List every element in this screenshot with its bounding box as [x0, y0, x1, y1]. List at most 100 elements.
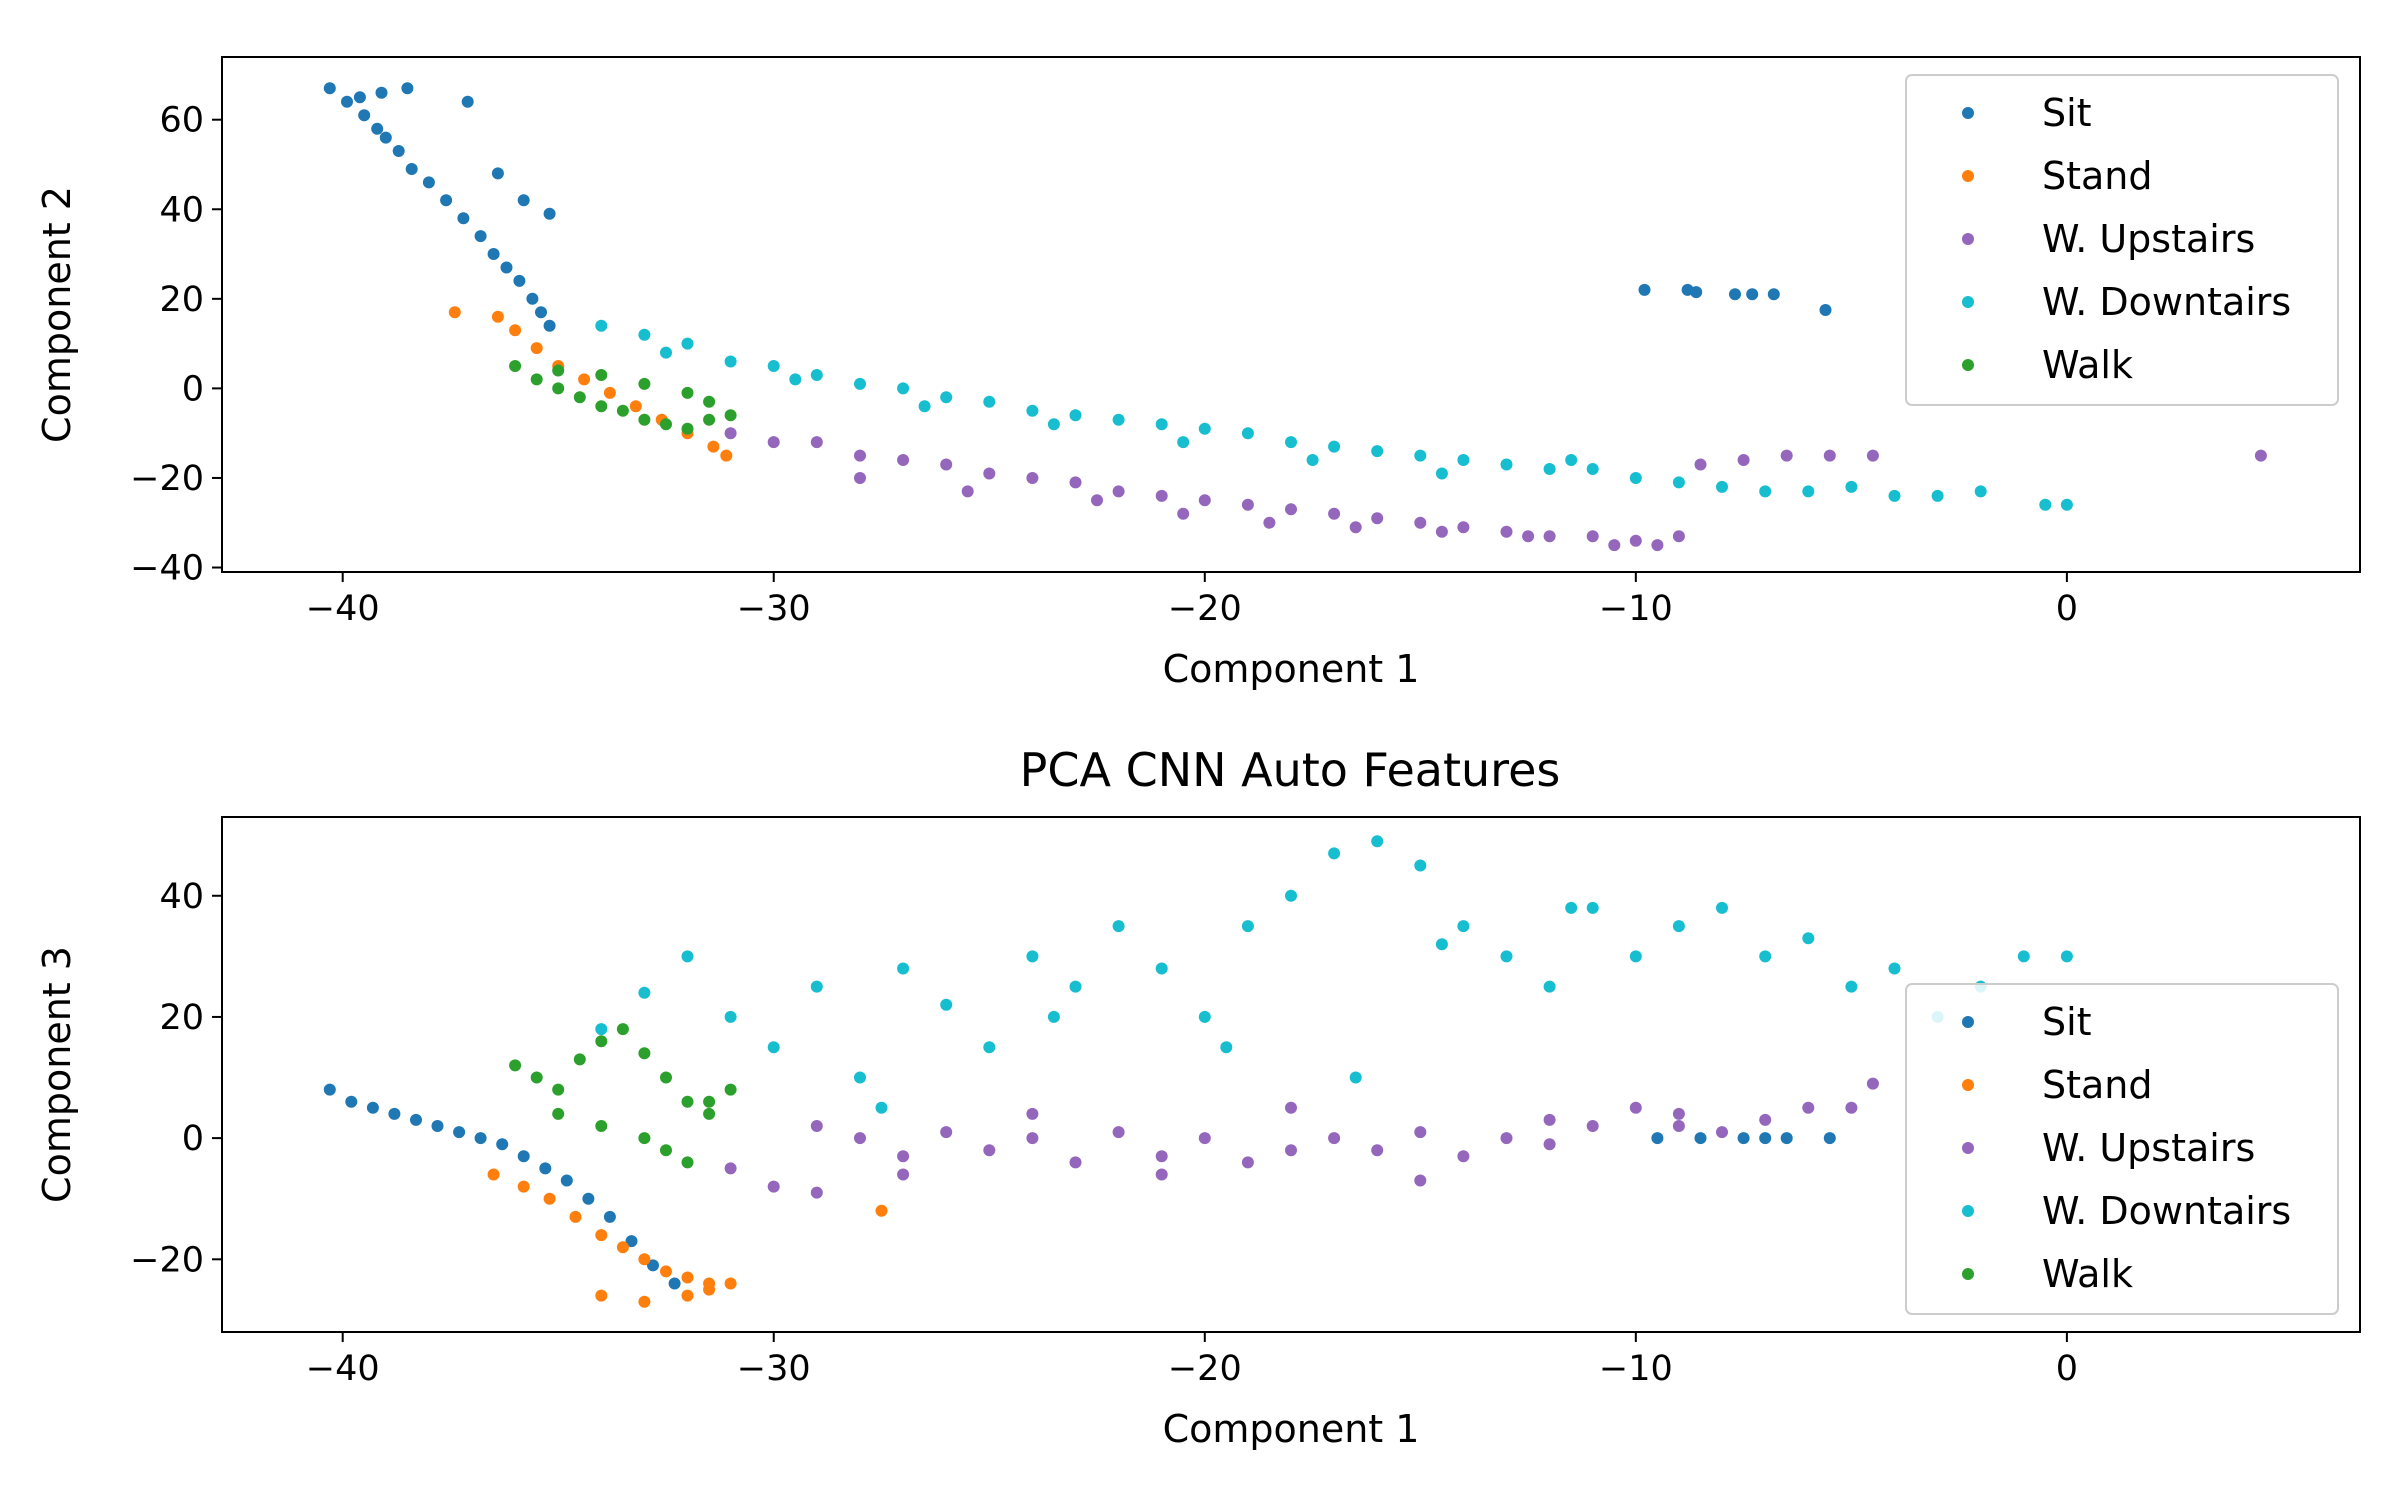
scatter-point [379, 131, 392, 144]
x-tick-label: −10 [1599, 589, 1673, 629]
scatter-point [513, 274, 526, 287]
scatter-point [1155, 1168, 1168, 1181]
scatter-point [509, 360, 522, 372]
scatter-point [789, 373, 802, 386]
scatter-point [595, 1229, 608, 1242]
scatter-point [1823, 449, 1836, 462]
scatter-point [940, 998, 953, 1011]
plot-frame [221, 56, 2361, 573]
scatter-point [491, 167, 504, 180]
legend-marker [1962, 1079, 1974, 1091]
scatter-point [1371, 512, 1384, 525]
scatter-point [1823, 1132, 1836, 1145]
scatter-point [1629, 1101, 1642, 1114]
y-axis-label: Component 2 [35, 186, 79, 443]
scatter-point [595, 369, 608, 381]
scatter-point [440, 194, 453, 207]
scatter-point [1802, 932, 1815, 945]
scatter-point [431, 1120, 444, 1132]
scatter-point [2254, 449, 2267, 462]
scatter-point [543, 207, 556, 220]
scatter-point [1543, 1113, 1556, 1126]
scatter-point [595, 1023, 608, 1036]
scatter-point [703, 1107, 716, 1120]
scatter-point [1198, 494, 1211, 507]
figure-title: PCA CNN Auto Features [1020, 743, 1561, 797]
x-tick-label: −20 [1168, 1349, 1242, 1389]
scatter-point [1155, 1150, 1168, 1163]
scatter-point [375, 86, 388, 99]
y-tick-label: 0 [182, 369, 204, 409]
scatter-point [854, 377, 866, 390]
scatter-point [543, 1192, 556, 1205]
scatter-point [681, 1095, 694, 1108]
scatter-point [517, 1180, 530, 1193]
scatter-point [638, 328, 651, 341]
scatter-point [1371, 1144, 1384, 1157]
scatter-point [569, 1210, 582, 1223]
scatter-point [1780, 449, 1793, 462]
scatter-point [940, 1126, 953, 1139]
scatter-point [1198, 422, 1211, 435]
scatter-point [2017, 950, 2030, 963]
scatter-point [638, 1253, 651, 1266]
scatter-point [552, 364, 565, 377]
scatter-point [1672, 476, 1685, 489]
x-tick-label: −20 [1168, 589, 1242, 629]
scatter-point [1263, 516, 1276, 529]
scatter-point [578, 373, 591, 386]
scatter-point [1069, 476, 1082, 489]
scatter-point [647, 1259, 659, 1272]
scatter-point [703, 1283, 716, 1296]
scatter-point [1328, 847, 1341, 860]
scatter-point [854, 472, 866, 484]
scatter-point [983, 1041, 996, 1054]
legend-marker [1962, 170, 1974, 182]
scatter-point [2060, 498, 2073, 511]
scatter-point [552, 1083, 565, 1096]
scatter-point [1177, 507, 1190, 520]
scatter-point [552, 382, 565, 395]
scatter-point [1026, 404, 1039, 417]
scatter-point [1285, 1144, 1297, 1157]
scatter-point [897, 382, 910, 395]
scatter-point [638, 1132, 651, 1145]
scatter-point [1651, 1132, 1664, 1145]
scatter-point [573, 1053, 586, 1066]
scatter-point [1500, 950, 1513, 963]
scatter-point [767, 360, 780, 372]
scatter-point [461, 95, 474, 108]
scatter-point [1091, 494, 1103, 507]
scatter-point [1694, 1132, 1707, 1145]
scatter-point [1629, 950, 1642, 963]
scatter-point [1069, 1156, 1082, 1169]
scatter-point [474, 1132, 487, 1145]
scatter-point [810, 1186, 823, 1199]
scatter-point [1457, 920, 1470, 933]
y-tick-label: −20 [130, 1240, 204, 1280]
scatter-point [1522, 530, 1535, 543]
x-tick-label: −30 [737, 589, 811, 629]
legend-label: W. Upstairs [2042, 1126, 2255, 1170]
scatter-point [681, 386, 694, 399]
scatter-point [1888, 962, 1901, 975]
scatter-point [2060, 950, 2073, 963]
scatter-point [660, 1071, 672, 1084]
scatter-point [1974, 485, 1987, 498]
scatter-point [638, 1295, 651, 1308]
scatter-point [1672, 1107, 1685, 1120]
scatter-point [681, 1271, 694, 1284]
series-sit [323, 82, 1832, 332]
scatter-point [1845, 980, 1858, 993]
scatter-point [517, 194, 530, 207]
scatter-point [405, 163, 418, 175]
scatter-point [1866, 449, 1879, 462]
scatter-point [1767, 288, 1780, 301]
scatter-point [530, 373, 543, 386]
scatter-point [1543, 1138, 1556, 1151]
scatter-point [897, 1150, 910, 1163]
scatter-point [474, 230, 487, 243]
legend-label: Stand [2042, 154, 2153, 198]
legend-label: Walk [2042, 1252, 2133, 1296]
legend-label: Sit [2042, 91, 2092, 135]
